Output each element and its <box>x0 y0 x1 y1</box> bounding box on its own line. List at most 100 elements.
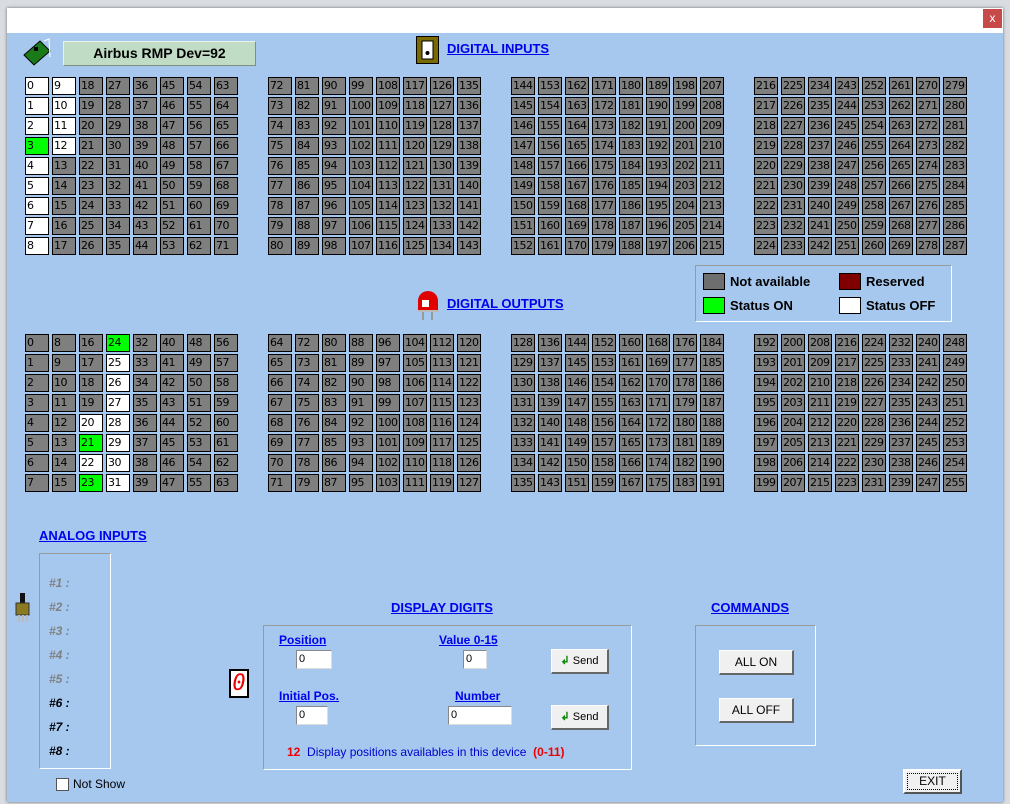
digital-input-cell[interactable]: 177 <box>592 197 616 215</box>
digital-output-cell[interactable]: 45 <box>160 434 184 452</box>
digital-input-cell[interactable]: 162 <box>565 77 589 95</box>
digital-output-cell[interactable]: 144 <box>565 334 589 352</box>
digital-output-cell[interactable]: 167 <box>619 474 643 492</box>
digital-input-cell[interactable]: 168 <box>565 197 589 215</box>
digital-output-cell[interactable]: 66 <box>268 374 292 392</box>
digital-input-cell[interactable]: 75 <box>268 137 292 155</box>
digital-output-cell[interactable]: 7 <box>25 474 49 492</box>
digital-input-cell[interactable]: 221 <box>754 177 778 195</box>
digital-output-cell[interactable]: 149 <box>565 434 589 452</box>
digital-input-cell[interactable]: 212 <box>700 177 724 195</box>
digital-output-cell[interactable]: 90 <box>349 374 373 392</box>
digital-input-cell[interactable]: 251 <box>835 237 859 255</box>
digital-output-cell[interactable]: 14 <box>52 454 76 472</box>
digital-input-cell[interactable]: 209 <box>700 117 724 135</box>
digital-input-cell[interactable]: 57 <box>187 137 211 155</box>
digital-input-cell[interactable]: 69 <box>214 197 238 215</box>
digital-input-cell[interactable]: 276 <box>916 197 940 215</box>
digital-output-cell[interactable]: 168 <box>646 334 670 352</box>
digital-input-cell[interactable]: 120 <box>403 137 427 155</box>
digital-output-cell[interactable]: 86 <box>322 454 346 472</box>
digital-output-cell[interactable]: 196 <box>754 414 778 432</box>
digital-output-cell[interactable]: 251 <box>943 394 967 412</box>
digital-input-cell[interactable]: 191 <box>646 117 670 135</box>
digital-input-cell[interactable]: 252 <box>862 77 886 95</box>
digital-output-cell[interactable]: 238 <box>889 454 913 472</box>
digital-output-cell[interactable]: 36 <box>133 414 157 432</box>
digital-output-cell[interactable]: 138 <box>538 374 562 392</box>
digital-output-cell[interactable]: 27 <box>106 394 130 412</box>
digital-input-cell[interactable]: 79 <box>268 217 292 235</box>
digital-input-cell[interactable]: 101 <box>349 117 373 135</box>
digital-output-cell[interactable]: 80 <box>322 334 346 352</box>
digital-input-cell[interactable]: 45 <box>160 77 184 95</box>
digital-input-cell[interactable]: 240 <box>808 197 832 215</box>
digital-input-cell[interactable]: 109 <box>376 97 400 115</box>
digital-input-cell[interactable]: 85 <box>295 157 319 175</box>
digital-output-cell[interactable]: 135 <box>511 474 535 492</box>
digital-input-cell[interactable]: 205 <box>673 217 697 235</box>
digital-input-cell[interactable]: 110 <box>376 117 400 135</box>
digital-input-cell[interactable]: 287 <box>943 237 967 255</box>
digital-output-cell[interactable]: 147 <box>565 394 589 412</box>
digital-output-cell[interactable]: 188 <box>700 414 724 432</box>
digital-input-cell[interactable]: 104 <box>349 177 373 195</box>
digital-output-cell[interactable]: 230 <box>862 454 886 472</box>
digital-output-cell[interactable]: 114 <box>430 374 454 392</box>
digital-output-cell[interactable]: 96 <box>376 334 400 352</box>
digital-input-cell[interactable]: 96 <box>322 197 346 215</box>
digital-input-cell[interactable]: 19 <box>79 97 103 115</box>
digital-output-cell[interactable]: 214 <box>808 454 832 472</box>
digital-output-cell[interactable]: 124 <box>457 414 481 432</box>
digital-input-cell[interactable]: 223 <box>754 217 778 235</box>
digital-output-cell[interactable]: 165 <box>619 434 643 452</box>
digital-input-cell[interactable]: 40 <box>133 157 157 175</box>
digital-input-cell[interactable]: 7 <box>25 217 49 235</box>
digital-input-cell[interactable]: 247 <box>835 157 859 175</box>
digital-input-cell[interactable]: 200 <box>673 117 697 135</box>
digital-input-cell[interactable]: 272 <box>916 117 940 135</box>
digital-input-cell[interactable]: 93 <box>322 137 346 155</box>
digital-input-cell[interactable]: 163 <box>565 97 589 115</box>
digital-output-cell[interactable]: 136 <box>538 334 562 352</box>
digital-input-cell[interactable]: 159 <box>538 197 562 215</box>
digital-output-cell[interactable]: 199 <box>754 474 778 492</box>
digital-input-cell[interactable]: 211 <box>700 157 724 175</box>
digital-input-cell[interactable]: 183 <box>619 137 643 155</box>
digital-output-cell[interactable]: 222 <box>835 454 859 472</box>
all-on-button[interactable]: ALL ON <box>719 650 794 675</box>
digital-input-cell[interactable]: 6 <box>25 197 49 215</box>
digital-output-cell[interactable]: 37 <box>133 434 157 452</box>
digital-input-cell[interactable]: 67 <box>214 157 238 175</box>
digital-output-cell[interactable]: 237 <box>889 434 913 452</box>
digital-input-cell[interactable]: 241 <box>808 217 832 235</box>
digital-input-cell[interactable]: 249 <box>835 197 859 215</box>
digital-input-cell[interactable]: 160 <box>538 217 562 235</box>
digital-output-cell[interactable]: 95 <box>349 474 373 492</box>
digital-output-cell[interactable]: 11 <box>52 394 76 412</box>
digital-input-cell[interactable]: 140 <box>457 177 481 195</box>
digital-input-cell[interactable]: 156 <box>538 137 562 155</box>
digital-input-cell[interactable]: 175 <box>592 157 616 175</box>
digital-output-cell[interactable]: 109 <box>403 434 427 452</box>
digital-input-cell[interactable]: 250 <box>835 217 859 235</box>
digital-output-cell[interactable]: 112 <box>430 334 454 352</box>
digital-output-cell[interactable]: 195 <box>754 394 778 412</box>
digital-output-cell[interactable]: 20 <box>79 414 103 432</box>
digital-output-cell[interactable]: 88 <box>349 334 373 352</box>
digital-input-cell[interactable]: 199 <box>673 97 697 115</box>
digital-output-cell[interactable]: 215 <box>808 474 832 492</box>
digital-input-cell[interactable]: 217 <box>754 97 778 115</box>
digital-input-cell[interactable]: 14 <box>52 177 76 195</box>
digital-output-cell[interactable]: 99 <box>376 394 400 412</box>
digital-output-cell[interactable]: 152 <box>592 334 616 352</box>
digital-output-cell[interactable]: 229 <box>862 434 886 452</box>
digital-output-cell[interactable]: 225 <box>862 354 886 372</box>
digital-input-cell[interactable]: 125 <box>403 237 427 255</box>
digital-input-cell[interactable]: 33 <box>106 197 130 215</box>
digital-output-cell[interactable]: 130 <box>511 374 535 392</box>
digital-output-cell[interactable]: 3 <box>25 394 49 412</box>
digital-input-cell[interactable]: 174 <box>592 137 616 155</box>
digital-input-cell[interactable]: 179 <box>592 237 616 255</box>
digital-input-cell[interactable]: 119 <box>403 117 427 135</box>
